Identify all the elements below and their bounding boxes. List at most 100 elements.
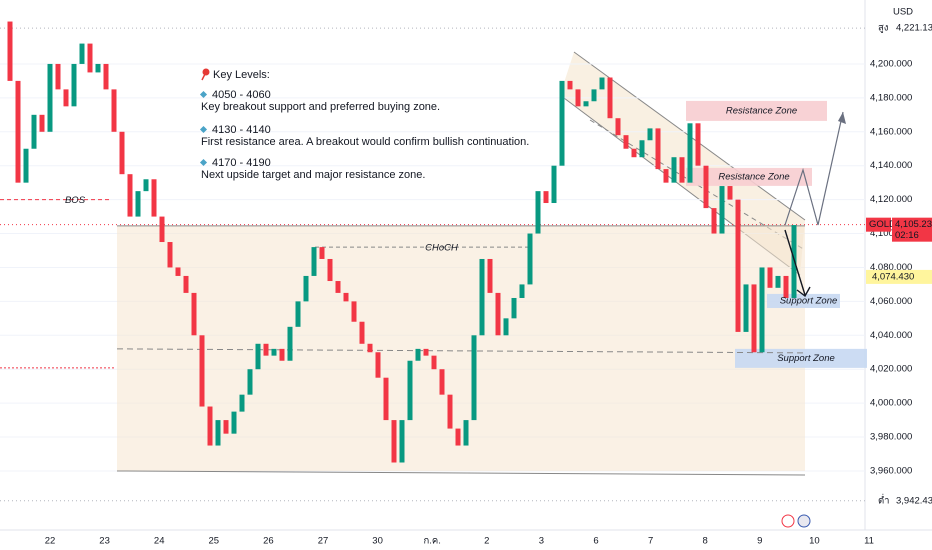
candle bbox=[679, 157, 685, 183]
x-tick-label: 23 bbox=[99, 536, 110, 547]
zone-label: Resistance Zone bbox=[718, 171, 789, 182]
candle bbox=[599, 77, 605, 90]
candle bbox=[743, 284, 749, 332]
x-tick-label: 9 bbox=[757, 536, 762, 547]
zone-label: Resistance Zone bbox=[726, 105, 797, 116]
candle bbox=[687, 123, 693, 183]
x-tick-label: 10 bbox=[809, 536, 820, 547]
candle bbox=[671, 157, 677, 183]
candle bbox=[39, 114, 45, 132]
zone bbox=[686, 167, 812, 186]
flag-icon bbox=[797, 514, 811, 528]
candle bbox=[615, 118, 621, 136]
candle bbox=[247, 369, 253, 395]
candle bbox=[535, 191, 541, 234]
zone bbox=[686, 100, 827, 121]
candle bbox=[175, 267, 181, 276]
candle bbox=[199, 335, 205, 407]
candle bbox=[607, 77, 613, 119]
candle bbox=[447, 394, 453, 429]
symbol: GOLD bbox=[869, 219, 896, 230]
candle bbox=[655, 128, 661, 170]
candle bbox=[151, 179, 157, 217]
marked-price-tag bbox=[866, 269, 932, 284]
y-tick-label: 4,080.000 bbox=[870, 262, 912, 273]
candle bbox=[575, 89, 581, 107]
key-levels-title: Key Levels: bbox=[213, 69, 270, 81]
candle bbox=[511, 297, 517, 319]
candle bbox=[727, 186, 733, 200]
x-tick-label: 11 bbox=[864, 536, 874, 547]
x-tick-label: 2 bbox=[484, 536, 489, 547]
candle bbox=[207, 406, 213, 446]
candle bbox=[367, 343, 373, 353]
level-text: First resistance area. A breakout would … bbox=[201, 136, 529, 148]
candle bbox=[351, 301, 357, 322]
projection-down bbox=[784, 229, 806, 296]
x-tick-label: 26 bbox=[263, 536, 274, 547]
candle bbox=[703, 165, 709, 209]
candle bbox=[263, 343, 269, 356]
candle bbox=[167, 242, 173, 268]
candle bbox=[255, 343, 261, 370]
candle bbox=[103, 63, 109, 90]
candle bbox=[87, 43, 93, 73]
x-tick-label: 24 bbox=[154, 536, 165, 547]
x-tick-label: 6 bbox=[593, 536, 598, 547]
candle bbox=[479, 258, 485, 336]
y-tick-label: 3,980.000 bbox=[870, 432, 912, 443]
candle bbox=[223, 420, 229, 434]
projection-up bbox=[784, 111, 844, 226]
candle bbox=[311, 247, 317, 276]
candle bbox=[639, 140, 645, 158]
candle bbox=[111, 89, 117, 132]
candle bbox=[295, 301, 301, 327]
last-price-label: 4,105.230 bbox=[895, 219, 932, 230]
candle bbox=[527, 233, 533, 285]
candle bbox=[303, 275, 309, 302]
candle bbox=[375, 352, 381, 378]
high-marker: สูง bbox=[878, 23, 888, 34]
candle bbox=[47, 63, 53, 132]
y-tick-label: 4,140.000 bbox=[870, 160, 912, 171]
candle bbox=[431, 355, 437, 370]
candle bbox=[775, 275, 781, 288]
candle bbox=[407, 360, 413, 421]
candle bbox=[735, 199, 741, 332]
x-tick-label: 27 bbox=[318, 536, 329, 547]
candle bbox=[663, 169, 669, 183]
level-range: 4050 - 4060 bbox=[212, 89, 271, 101]
level-range: 4130 - 4140 bbox=[212, 124, 271, 136]
low-marker: ต่ำ bbox=[878, 493, 890, 506]
y-tick-label: 4,120.000 bbox=[870, 194, 912, 205]
candle bbox=[143, 179, 149, 192]
low-label: 3,942.430 bbox=[896, 495, 932, 506]
key-levels: Key Levels: 4050 - 4060 Key breakout sup… bbox=[199, 68, 529, 181]
candle bbox=[519, 284, 525, 298]
candle bbox=[79, 43, 85, 64]
candle bbox=[31, 114, 37, 149]
candle bbox=[567, 80, 573, 90]
countdown: 02:16 bbox=[895, 230, 919, 241]
candle bbox=[63, 89, 69, 107]
candle bbox=[455, 428, 461, 446]
level-range: 4170 - 4190 bbox=[212, 157, 271, 169]
event-icon bbox=[781, 514, 795, 528]
candle bbox=[239, 394, 245, 412]
candle bbox=[159, 216, 165, 243]
y-tick-label: 4,060.000 bbox=[870, 296, 912, 307]
y-tick-label: 4,020.000 bbox=[870, 364, 912, 375]
candle bbox=[559, 80, 565, 166]
candle bbox=[15, 80, 21, 183]
level-text: Key breakout support and preferred buyin… bbox=[201, 101, 440, 113]
pin-icon bbox=[201, 71, 207, 81]
x-tick-label: ก.ค. bbox=[424, 536, 441, 547]
candle bbox=[359, 321, 365, 344]
symbol-tag bbox=[866, 217, 891, 232]
candle bbox=[583, 101, 589, 107]
candle bbox=[343, 292, 349, 302]
candle bbox=[287, 326, 293, 361]
candle bbox=[631, 148, 637, 158]
x-tick-label: 30 bbox=[372, 536, 383, 547]
y-tick-label: 3,960.000 bbox=[870, 465, 912, 476]
